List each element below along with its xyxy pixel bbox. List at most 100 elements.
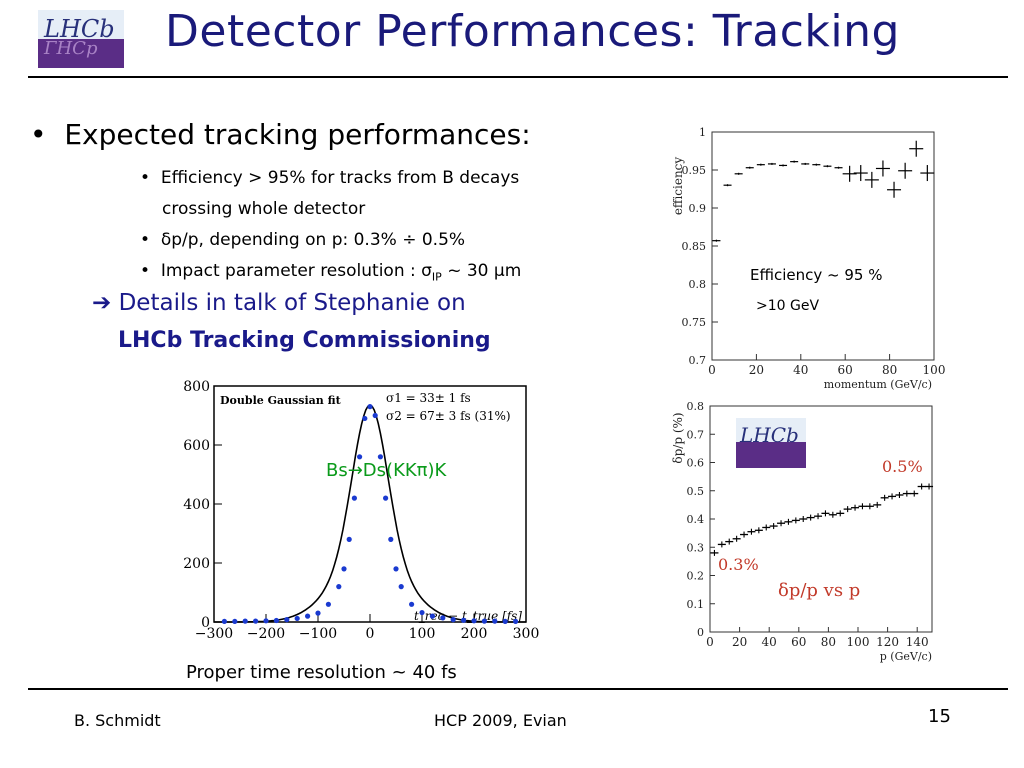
sub-bullet-dpp: • δp/p, depending on p: 0.3% ÷ 0.5% bbox=[140, 230, 466, 250]
time-legend-sigma1: σ1 = 33± 1 fs bbox=[386, 391, 471, 405]
time-point bbox=[481, 618, 487, 624]
time-point bbox=[502, 618, 508, 625]
time-point bbox=[253, 618, 259, 624]
dpp-ytick-label: 0.1 bbox=[687, 598, 705, 611]
time-point bbox=[440, 615, 446, 621]
momentum-resolution-plot: 0 0.1 0.2 0.3 0.4 0.5 0.6 0.7 0.8 0 20 40 60 80 100 120… bbox=[671, 400, 934, 663]
dpp-ytick-label: 0.4 bbox=[687, 513, 705, 526]
time-point bbox=[362, 415, 368, 422]
sub-bullet-efficiency: • Efficiency > 95% for tracks from B dec… bbox=[140, 168, 520, 188]
time-point bbox=[305, 613, 311, 619]
efficiency-ytick-label: 1 bbox=[699, 126, 706, 139]
efficiency-ytick-label: 0.75 bbox=[682, 316, 707, 329]
efficiency-xtick-label: 0 bbox=[708, 363, 716, 377]
time-point bbox=[341, 566, 347, 572]
dpp-xtick-label: 140 bbox=[906, 635, 929, 649]
dpp-ylabel: δp/p (%) bbox=[671, 412, 685, 463]
dpp-caption: δp/p vs p bbox=[778, 580, 860, 601]
time-point bbox=[409, 601, 415, 607]
efficiency-ytick-label: 0.8 bbox=[689, 278, 707, 291]
time-ytick-label: 600 bbox=[183, 438, 210, 454]
time-point bbox=[383, 495, 389, 501]
efficiency-xlabel: momentum (GeV/c) bbox=[824, 378, 932, 391]
efficiency-note-threshold: >10 GeV bbox=[756, 298, 820, 314]
time-point bbox=[372, 412, 378, 419]
time-point bbox=[263, 618, 269, 624]
time-point bbox=[450, 617, 456, 623]
dpp-ytick-label: 0 bbox=[697, 626, 704, 639]
decay-label: Bs→Ds(KKπ)K bbox=[326, 460, 447, 481]
time-point bbox=[336, 584, 342, 590]
efficiency-ytick-label: 0.95 bbox=[682, 164, 707, 177]
time-xtick-label: −300 bbox=[195, 626, 233, 642]
time-xtick-label: 200 bbox=[461, 626, 488, 642]
dpp-xtick-label: 40 bbox=[762, 635, 777, 649]
time-point bbox=[471, 618, 477, 624]
small-lhcb-logo: LHCb bbox=[736, 418, 806, 468]
time-xtick-label: 100 bbox=[409, 626, 436, 642]
dpp-ytick-label: 0.7 bbox=[687, 428, 705, 441]
title-divider bbox=[28, 76, 1008, 78]
dpp-annotation-low: 0.3% bbox=[718, 555, 759, 574]
time-xtick-label: 0 bbox=[366, 626, 375, 642]
dpp-ytick-label: 0.8 bbox=[687, 400, 705, 413]
time-point bbox=[419, 609, 425, 616]
footer-divider bbox=[28, 688, 1008, 690]
time-xtick-label: −200 bbox=[247, 626, 285, 642]
efficiency-frame bbox=[711, 131, 935, 361]
time-ytick-label: 0 bbox=[201, 615, 210, 631]
time-point bbox=[398, 584, 404, 590]
sub-bullet-efficiency-cont: crossing whole detector bbox=[162, 199, 366, 219]
time-point bbox=[429, 613, 435, 619]
time-fit-title: Double Gaussian fit bbox=[220, 394, 342, 407]
time-point bbox=[325, 601, 331, 607]
time-point bbox=[492, 618, 498, 624]
time-ytick-label: 400 bbox=[183, 497, 210, 513]
time-xtick-label: −100 bbox=[299, 626, 337, 642]
time-point bbox=[242, 618, 248, 624]
logo-text: LHCb bbox=[43, 15, 115, 43]
dpp-ytick-label: 0.5 bbox=[687, 485, 705, 498]
time-resolution-plot: 0 200 400 600 800 −300 −200 −100 0 100 200 300 Doubl… bbox=[183, 379, 540, 642]
lhcb-logo: LHCb ΓHCp bbox=[38, 10, 124, 68]
efficiency-xtick-label: 40 bbox=[793, 363, 808, 377]
time-point bbox=[367, 404, 373, 410]
time-point bbox=[315, 610, 321, 616]
time-point bbox=[273, 617, 279, 624]
efficiency-xtick-label: 20 bbox=[749, 363, 764, 377]
dpp-ytick-label: 0.6 bbox=[687, 457, 705, 470]
dpp-xtick-label: 100 bbox=[847, 635, 870, 649]
efficiency-ytick-label: 0.7 bbox=[689, 354, 707, 367]
dpp-annotation-high: 0.5% bbox=[882, 457, 923, 476]
efficiency-ylabel: efficiency bbox=[671, 157, 685, 216]
efficiency-note: Efficiency ~ 95 % bbox=[750, 266, 883, 284]
dpp-xtick-label: 60 bbox=[791, 635, 806, 649]
time-fit-curve bbox=[214, 404, 526, 623]
time-point bbox=[357, 454, 363, 460]
svg-text:LHCb: LHCb bbox=[739, 423, 799, 447]
time-point bbox=[393, 566, 399, 572]
efficiency-xtick-label: 80 bbox=[882, 363, 897, 377]
time-point bbox=[232, 618, 238, 625]
details-line: ➔ Details in talk of Stephanie on bbox=[92, 290, 466, 316]
dpp-xlabel: p (GeV/c) bbox=[880, 650, 932, 663]
dpp-xtick-label: 20 bbox=[732, 635, 747, 649]
efficiency-xtick-label: 100 bbox=[923, 363, 946, 377]
dpp-xtick-label: 120 bbox=[876, 635, 899, 649]
main-bullet: • Expected tracking performances: bbox=[30, 118, 531, 151]
time-point bbox=[388, 536, 394, 542]
time-xtick-label: 300 bbox=[513, 626, 540, 642]
efficiency-plot: 0.7 0.75 0.8 0.85 0.9 0.95 1 0 20 40 60 80 100moment… bbox=[671, 126, 946, 391]
dpp-ytick-label: 0.3 bbox=[687, 541, 705, 554]
footer-author: B. Schmidt bbox=[74, 711, 161, 730]
time-point bbox=[461, 617, 467, 623]
efficiency-ytick-label: 0.9 bbox=[689, 202, 707, 215]
commissioning-link[interactable]: LHCb Tracking Commissioning bbox=[118, 328, 491, 353]
efficiency-xtick-label: 60 bbox=[838, 363, 853, 377]
page-number: 15 bbox=[928, 706, 951, 727]
time-point bbox=[351, 495, 357, 501]
time-point bbox=[294, 615, 300, 622]
efficiency-ytick-label: 0.85 bbox=[682, 240, 707, 253]
dpp-xtick-label: 80 bbox=[821, 635, 836, 649]
time-resolution-caption: Proper time resolution ~ 40 fs bbox=[186, 662, 457, 683]
